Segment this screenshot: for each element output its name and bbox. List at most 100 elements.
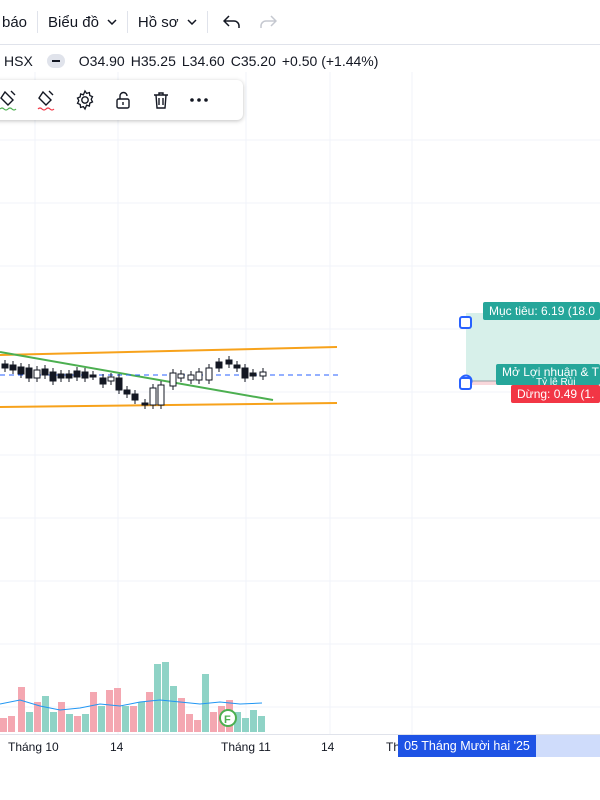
x-axis: Tháng 10 14 Tháng 11 14 Th bbox=[0, 734, 600, 759]
volume-bar bbox=[242, 718, 249, 732]
open-label-subtext: Tỷ lệ Rủi bbox=[536, 377, 576, 385]
x-tick: 14 bbox=[321, 740, 335, 754]
candle-body bbox=[99, 377, 107, 385]
settings-button[interactable] bbox=[66, 80, 104, 120]
undo-button[interactable] bbox=[214, 0, 250, 44]
candle-body bbox=[157, 384, 165, 406]
divider bbox=[126, 11, 128, 33]
candle-body bbox=[73, 370, 81, 378]
stop-handle bbox=[459, 377, 472, 390]
high-value: H35.25 bbox=[130, 53, 176, 69]
volume-bar bbox=[90, 692, 97, 732]
candle-body bbox=[149, 387, 157, 406]
candle-body bbox=[141, 402, 149, 406]
volume-bar bbox=[138, 702, 145, 732]
candle-body bbox=[107, 376, 115, 382]
volume-bar bbox=[186, 714, 193, 732]
redo-button[interactable] bbox=[250, 0, 286, 44]
candle-body bbox=[1, 363, 9, 369]
menu-alert-partial[interactable]: báo bbox=[2, 13, 28, 31]
chevron-down-icon bbox=[107, 19, 117, 25]
divider bbox=[206, 11, 208, 33]
volume-bar bbox=[66, 714, 73, 732]
fill-color-icon bbox=[37, 90, 55, 111]
candle-body bbox=[187, 374, 195, 381]
hide-legend-icon[interactable] bbox=[46, 54, 65, 68]
volume-bars: F bbox=[0, 662, 265, 732]
candle-body bbox=[89, 374, 97, 378]
undo-icon bbox=[222, 15, 240, 28]
low-value: L34.60 bbox=[181, 53, 225, 69]
x-range-highlight bbox=[536, 735, 600, 757]
candle-body bbox=[169, 372, 177, 387]
more-button[interactable] bbox=[180, 80, 218, 120]
volume-bar bbox=[194, 720, 201, 732]
volume-bar bbox=[162, 662, 169, 732]
line-color-icon bbox=[0, 90, 17, 111]
delete-button[interactable] bbox=[142, 80, 180, 120]
volume-bar bbox=[154, 664, 161, 732]
price-chart[interactable]: F bbox=[0, 72, 600, 734]
volume-bar bbox=[250, 710, 257, 732]
volume-bar bbox=[98, 706, 105, 732]
chart-menu-label: Biểu đồ bbox=[48, 13, 99, 31]
x-tick: Th bbox=[386, 740, 401, 754]
chart-menu[interactable]: Biểu đồ bbox=[38, 0, 127, 44]
target-label[interactable]: Mục tiêu: 6.19 (18.0 bbox=[483, 302, 600, 320]
candle-body bbox=[33, 369, 41, 379]
open-label-text: Mở Lợi nhuận & T bbox=[502, 365, 599, 379]
redo-icon bbox=[259, 15, 277, 28]
volume-bar bbox=[210, 712, 217, 732]
candle-body bbox=[259, 371, 267, 377]
open-label[interactable]: Mở Lợi nhuận & T Tỷ lệ Rủi bbox=[496, 364, 600, 385]
channel-lower-line bbox=[0, 402, 338, 408]
profile-menu[interactable]: Hồ sơ bbox=[128, 0, 207, 44]
candle-body bbox=[9, 364, 17, 371]
candle-body bbox=[81, 371, 89, 379]
fill-color-button[interactable] bbox=[28, 80, 66, 120]
volume-bar bbox=[26, 712, 33, 732]
volume-bar bbox=[8, 716, 15, 732]
candle-body bbox=[49, 371, 57, 382]
candle-body bbox=[177, 373, 185, 379]
lock-button[interactable] bbox=[104, 80, 142, 120]
target-handle bbox=[459, 316, 472, 329]
candle-body bbox=[249, 372, 257, 377]
volume-bar bbox=[34, 702, 41, 732]
profile-menu-label: Hồ sơ bbox=[137, 13, 179, 31]
trash-icon bbox=[154, 92, 168, 109]
volume-bar bbox=[106, 690, 113, 732]
volume-ma-line bbox=[0, 699, 263, 711]
candle-body bbox=[115, 377, 123, 391]
candle-body bbox=[195, 371, 203, 381]
crosshair-date-label: 05 Tháng Mười hai '25 bbox=[398, 735, 536, 757]
line-color-button[interactable] bbox=[0, 80, 28, 120]
candle-body bbox=[241, 367, 249, 379]
candle-body bbox=[17, 366, 25, 375]
volume-bar bbox=[18, 687, 25, 732]
volume-bar bbox=[258, 716, 265, 732]
volume-bar bbox=[42, 696, 49, 732]
close-value: C35.20 bbox=[230, 53, 276, 69]
chevron-down-icon bbox=[187, 19, 197, 25]
stop-label[interactable]: Dừng: 0.49 (1. bbox=[511, 385, 600, 403]
volume-bar bbox=[50, 712, 57, 732]
more-icon bbox=[190, 98, 208, 102]
unlock-icon bbox=[116, 91, 130, 109]
volume-bar bbox=[0, 718, 7, 732]
candle-body bbox=[25, 367, 33, 379]
volume-bar bbox=[130, 706, 137, 732]
candle-body bbox=[205, 367, 213, 381]
chart-grid bbox=[0, 72, 600, 734]
candle-body bbox=[123, 389, 131, 395]
drawing-toolbar bbox=[0, 80, 243, 120]
exchange-label[interactable]: HSX bbox=[4, 53, 33, 69]
trend-line bbox=[0, 351, 274, 401]
earnings-marker-letter: F bbox=[224, 714, 231, 726]
candle-body bbox=[65, 373, 73, 379]
candle-body bbox=[131, 393, 139, 401]
volume-bar bbox=[178, 698, 185, 732]
volume-bar bbox=[82, 714, 89, 732]
volume-bar bbox=[122, 706, 129, 732]
change-value: +0.50 (+1.44%) bbox=[281, 53, 379, 69]
